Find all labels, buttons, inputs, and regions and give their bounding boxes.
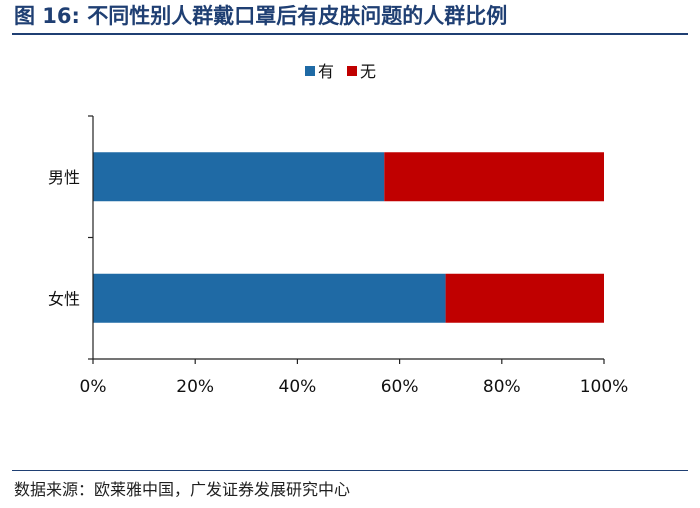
category-label: 男性 [48,168,80,187]
chart-legend: 有无 [305,62,376,81]
source-rule [12,470,688,471]
legend-label-has: 有 [318,62,334,81]
bar-has-male [93,152,385,202]
x-tick-label: 40% [279,377,317,397]
legend-label-none: 无 [360,62,376,81]
bar-has-female [93,273,446,323]
chart-bars [93,152,604,323]
stacked-bar-chart: 有无 男性女性0% 20% 40% 60% 80% 100% [48,62,629,397]
bar-none-female [445,273,604,323]
legend-swatch-none [347,66,357,76]
source-note: 数据来源：欧莱雅中国，广发证券发展研究中心 [14,480,351,499]
x-tick-label: 80% [483,377,521,397]
bar-none-male [384,152,604,202]
legend-swatch-has [305,66,315,76]
x-tick-label: 100% [580,377,629,397]
x-tick-label: 60% [381,377,419,397]
x-tick-label: 0% [80,377,107,397]
title-rule [12,33,688,35]
figure-title: 图 16: 不同性别人群戴口罩后有皮肤问题的人群比例 [14,4,508,28]
category-label: 女性 [48,289,80,308]
x-tick-label: 20% [176,377,214,397]
